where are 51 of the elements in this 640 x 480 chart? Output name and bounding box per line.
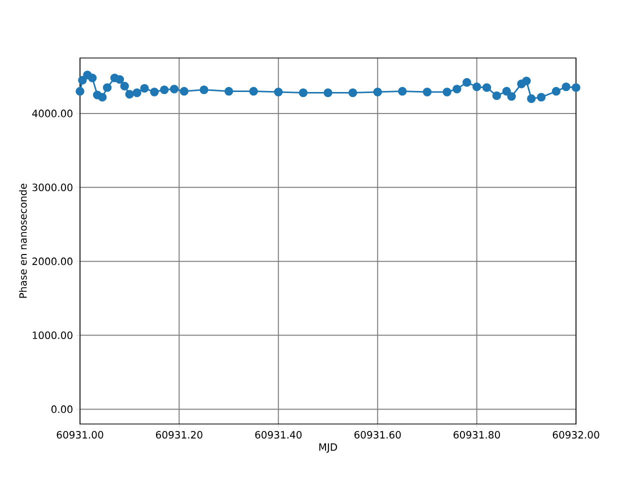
point: [132, 88, 142, 98]
point: [452, 84, 462, 94]
x-tick-label: 60931.80: [454, 431, 500, 439]
point: [348, 88, 358, 98]
y-tick-label: 0.00: [51, 405, 72, 413]
point: [373, 88, 382, 96]
y-tick-label: 2000.00: [32, 258, 72, 266]
point: [140, 84, 149, 93]
point: [160, 85, 169, 94]
point: [200, 85, 208, 94]
x-axis-title: MJD: [319, 443, 338, 453]
point: [462, 78, 472, 87]
point: [120, 82, 129, 90]
point: [78, 76, 87, 85]
point: [502, 86, 511, 96]
point: [150, 88, 159, 96]
point: [88, 74, 97, 82]
point: [472, 82, 482, 92]
point: [507, 92, 516, 101]
x-tick-label: 60931.40: [255, 431, 302, 439]
point: [249, 86, 258, 96]
x-tick-label: 60931.60: [354, 431, 401, 439]
point: [274, 88, 283, 96]
point: [482, 83, 492, 92]
x-tick-label: 60931.20: [156, 431, 202, 439]
point: [298, 88, 308, 98]
point: [98, 92, 107, 102]
point: [324, 88, 332, 98]
point: [527, 94, 536, 104]
point: [170, 84, 179, 94]
point: [572, 83, 580, 92]
x-tick-label: 60931.00: [56, 431, 104, 439]
point: [224, 86, 234, 96]
y-axis-title: Phase en nanoseconde: [19, 184, 27, 298]
point: [125, 90, 134, 99]
point: [442, 88, 452, 96]
point: [492, 91, 502, 100]
point: [536, 92, 546, 102]
point: [102, 83, 112, 92]
y-tick-label: 1000.00: [32, 331, 72, 340]
x-tick-label: 60932.00: [552, 431, 600, 439]
point: [180, 86, 189, 96]
point: [76, 86, 84, 96]
point: [522, 76, 531, 86]
point: [552, 86, 561, 96]
point: [115, 75, 124, 84]
point: [422, 88, 432, 96]
y-tick-label: 3000.00: [32, 184, 72, 192]
point: [398, 86, 407, 96]
point: [562, 82, 570, 92]
y-tick-label: 4000.00: [32, 110, 72, 118]
